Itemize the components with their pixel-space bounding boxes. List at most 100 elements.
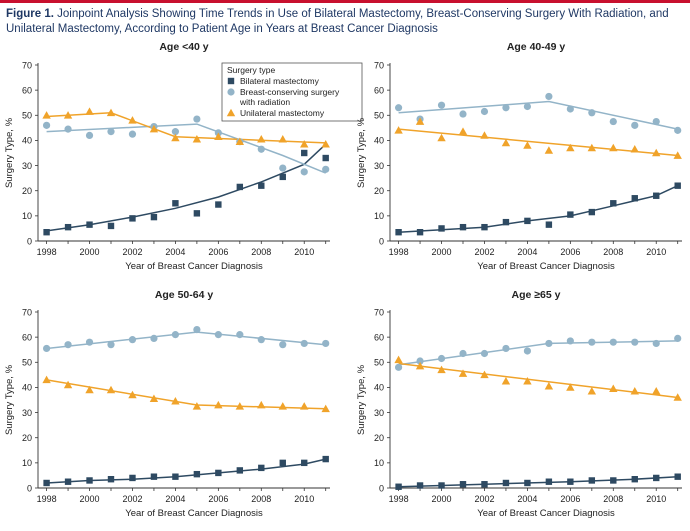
y-tick-label: 10: [374, 211, 384, 221]
x-tick-label: 2008: [251, 494, 271, 504]
data-point-bilateral: [172, 200, 179, 207]
data-point-bilateral: [674, 473, 681, 480]
data-point-unilateral: [42, 375, 51, 384]
data-point-bilateral: [215, 469, 222, 477]
legend-box: [221, 62, 363, 122]
data-point-bilateral: [150, 213, 158, 221]
data-point-unilateral: [171, 397, 180, 405]
data-point-bcs: [416, 357, 424, 365]
data-point-bcs: [300, 168, 308, 176]
data-point-bcs: [674, 334, 682, 342]
data-point-bilateral: [545, 478, 553, 485]
data-point-bilateral: [107, 476, 115, 483]
data-point-bilateral: [610, 477, 617, 484]
data-point-bilateral: [301, 149, 308, 157]
x-tick-label: 2004: [517, 247, 537, 257]
data-point-bcs: [42, 121, 51, 129]
data-point-unilateral: [63, 111, 73, 119]
x-tick-label: 1998: [389, 494, 409, 504]
data-point-bilateral: [129, 215, 136, 222]
data-point-bcs: [257, 336, 265, 344]
legend-marker-bilateral: [227, 77, 235, 85]
chart-panel-2: Age 40-49 y 0 10 20 30 40 50 60 70 1998 2000 2002 20…: [356, 41, 682, 272]
data-point-bcs: [566, 105, 574, 113]
data-point-bcs: [459, 349, 467, 358]
data-point-bcs: [588, 109, 596, 117]
legend-title: Surgery type: [227, 65, 275, 75]
data-point-unilateral: [652, 148, 661, 157]
trend-line-bilateral: [398, 185, 679, 233]
data-point-bcs: [64, 341, 72, 349]
x-tick-label: 2010: [294, 247, 314, 257]
data-point-unilateral: [171, 133, 180, 142]
y-tick-label: 60: [22, 332, 32, 342]
x-tick-label: 1998: [37, 247, 57, 257]
data-point-unilateral: [128, 390, 137, 399]
data-point-unilateral: [523, 141, 532, 149]
y-axis-label: Surgery Type, %: [4, 117, 15, 188]
y-tick-label: 0: [379, 483, 384, 493]
data-point-bilateral: [459, 481, 467, 488]
data-point-unilateral: [673, 393, 682, 401]
data-point-bcs: [480, 107, 489, 116]
data-point-bilateral: [631, 476, 638, 483]
data-point-bilateral: [86, 477, 93, 484]
data-point-unilateral: [321, 140, 330, 148]
data-point-bcs: [150, 334, 158, 342]
data-point-bilateral: [481, 481, 488, 488]
data-point-unilateral: [415, 117, 425, 125]
data-point-unilateral: [278, 134, 287, 143]
data-point-bilateral: [524, 479, 531, 487]
data-point-bcs: [394, 363, 403, 371]
data-point-bilateral: [502, 479, 510, 487]
data-point-unilateral: [257, 134, 266, 143]
data-point-unilateral: [609, 384, 618, 392]
x-axis-label: Year of Breast Cancer Diagnosis: [477, 261, 615, 272]
data-point-unilateral: [523, 376, 532, 385]
data-point-unilateral: [85, 107, 94, 115]
data-point-bilateral: [481, 223, 488, 231]
x-tick-label: 2004: [165, 247, 185, 257]
data-point-bcs: [42, 344, 51, 353]
data-point-bilateral: [502, 218, 510, 226]
data-point-bcs: [394, 104, 403, 112]
data-point-bilateral: [588, 477, 596, 484]
data-point-unilateral: [235, 137, 245, 145]
data-point-bcs: [652, 117, 660, 126]
data-point-unilateral: [544, 146, 554, 154]
x-tick-label: 2006: [208, 494, 228, 504]
y-tick-label: 40: [22, 383, 32, 393]
data-point-bcs: [437, 101, 446, 109]
data-point-bcs: [236, 331, 244, 339]
data-point-bilateral: [395, 483, 402, 490]
data-point-unilateral: [587, 143, 597, 152]
y-tick-label: 70: [22, 307, 32, 317]
data-point-unilateral: [458, 127, 468, 135]
data-point-unilateral: [192, 402, 202, 410]
data-point-bcs: [171, 128, 180, 136]
data-point-unilateral: [63, 380, 73, 389]
data-point-bilateral: [524, 217, 531, 225]
x-tick-label: 2010: [294, 494, 314, 504]
data-point-unilateral: [544, 381, 554, 390]
chart-panel-1: Age <40 y 0 10 20 30 40 50 60 70 1998 2000 2002 2004…: [4, 41, 363, 272]
y-tick-label: 60: [374, 332, 384, 342]
y-tick-label: 20: [374, 433, 384, 443]
data-point-bcs: [322, 165, 330, 173]
data-point-unilateral: [437, 365, 446, 374]
data-point-bcs: [257, 145, 265, 153]
data-point-bcs: [588, 338, 596, 346]
y-tick-label: 20: [22, 433, 32, 443]
data-point-unilateral: [480, 131, 489, 139]
x-axis-label: Year of Breast Cancer Diagnosis: [125, 261, 263, 272]
trend-line-unilateral: [398, 362, 678, 399]
data-point-bcs: [459, 110, 467, 118]
legend-label-unilateral: Unilateral mastectomy: [240, 108, 325, 118]
data-point-unilateral: [673, 151, 682, 159]
legend-label-bcs: with radiation: [239, 97, 290, 107]
trend-line-unilateral: [46, 112, 326, 144]
data-point-bilateral: [236, 183, 244, 191]
data-point-bcs: [128, 336, 137, 344]
